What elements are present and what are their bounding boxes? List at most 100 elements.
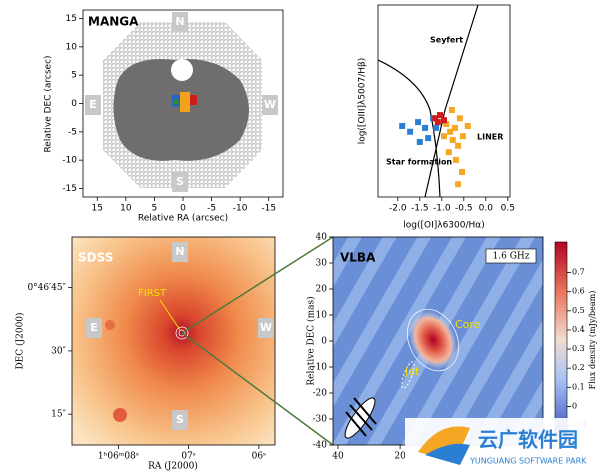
annotation: Core <box>455 318 481 331</box>
compass-label: N <box>175 245 184 258</box>
point <box>415 119 422 126</box>
panel-title: SDSS <box>78 251 113 265</box>
x-tick-label: 0.5 <box>501 204 515 214</box>
y-tick-label: -10 <box>62 156 77 166</box>
y-tick-label: 0 <box>71 99 77 109</box>
y-axis-label: Relative DEC (mas) <box>306 296 317 385</box>
x-tick-label: 10 <box>120 204 132 214</box>
annotation: Star formation <box>386 158 452 167</box>
annotation: LINER <box>477 133 503 142</box>
point <box>434 119 441 126</box>
point <box>452 124 458 131</box>
point <box>449 137 456 144</box>
point <box>437 112 444 119</box>
x-tick-label: -1.0 <box>433 204 451 214</box>
y-tick-label: 5 <box>71 71 77 81</box>
x-tick-label: -2.0 <box>389 204 407 214</box>
y-tick-label: -20 <box>313 389 328 399</box>
point <box>399 122 406 129</box>
compass-label: E <box>89 98 97 111</box>
point <box>425 135 432 142</box>
y-tick-label: 15 <box>66 14 77 24</box>
colorbar-tick-label: 0.4 <box>572 325 585 334</box>
point <box>422 124 429 131</box>
y-tick-label: 0°46′45″ <box>27 283 66 293</box>
x-tick-label: -1.5 <box>411 204 429 214</box>
y-axis-label: DEC (J2000) <box>15 312 26 369</box>
compass-label: W <box>260 321 272 334</box>
y-tick-label: 30″ <box>51 346 66 356</box>
manga-panel: MANGA N S E W Relative RA (arcsec) Relat… <box>44 9 284 224</box>
point <box>464 122 471 129</box>
x-tick-label: -5 <box>207 204 216 214</box>
colorbar-tick-label: 0.5 <box>572 306 585 315</box>
y-tick-label: -5 <box>68 127 77 137</box>
bpt-panel: Seyfert LINER Star formation log([OI]λ63… <box>358 4 511 231</box>
point <box>456 115 463 122</box>
point <box>443 121 450 128</box>
x-tick-label: 0.0 <box>479 204 494 214</box>
point <box>448 106 455 113</box>
point <box>407 128 414 135</box>
vlba-panel: VLBA 1.6 GHz Core Jet Relative DEC (mas)… <box>306 236 597 446</box>
x-tick-label: 5 <box>152 204 158 214</box>
colorbar-label: Flux density (mJy/beam) <box>588 291 597 390</box>
y-axis-label: Relative DEC (arcsec) <box>44 55 54 152</box>
colorbar-tick-label: 0 <box>572 401 577 410</box>
compass-label: N <box>175 15 184 28</box>
y-tick-label: 20 <box>316 285 328 295</box>
x-tick-label: -15 <box>261 204 276 214</box>
x-axis-label: RA (J2000) <box>148 461 198 472</box>
annotation: 1.6 GHz <box>493 252 530 262</box>
y-tick-label: -15 <box>62 184 77 194</box>
point <box>447 128 454 135</box>
annotation: Jet <box>404 365 420 378</box>
y-tick-label: 30 <box>316 259 328 269</box>
y-axis-label: log([OIII]λ5007/Hβ) <box>358 58 368 145</box>
y-tick-label: 15″ <box>51 410 66 420</box>
x-axis-label: Relative RA (arcsec) <box>138 214 228 224</box>
point <box>441 133 447 140</box>
annotation: Seyfert <box>430 36 463 45</box>
colorbar-tick-label: 0.3 <box>572 344 585 353</box>
colorbar-tick-label: 0.2 <box>572 363 585 372</box>
annotation: FIRST <box>138 288 167 299</box>
sdss-panel: FIRST SDSS N S E W RA (J2000) DEC (J2000… <box>15 236 276 472</box>
x-tick-label: 20 <box>394 452 406 462</box>
point <box>441 117 447 124</box>
compass-label: W <box>264 98 276 111</box>
watermark: 云广软件园 YUNGUANG SOFTWARE PARK <box>405 418 600 472</box>
x-tick-label: 06ˢ <box>252 452 266 462</box>
colorbar-tick-label: 0.7 <box>572 268 585 277</box>
compass-label: S <box>176 175 184 188</box>
watermark-subtitle: YUNGUANG SOFTWARE PARK <box>469 457 587 466</box>
x-tick-label: 40 <box>332 452 344 462</box>
y-tick-label: 10 <box>66 42 78 52</box>
panel-title: MANGA <box>88 15 139 29</box>
x-tick-label: 0 <box>180 204 186 214</box>
point <box>455 142 462 149</box>
panel-title: VLBA <box>340 251 376 265</box>
y-tick-label: 40 <box>316 233 328 243</box>
point <box>459 133 466 140</box>
y-tick-label: -10 <box>313 363 328 373</box>
compass-label: E <box>90 321 98 334</box>
point <box>455 181 462 188</box>
watermark-title: 云广软件园 <box>478 428 578 452</box>
y-tick-label: -30 <box>313 415 328 425</box>
point <box>452 156 459 163</box>
x-tick-label: 1ʰ06ᵐ08ˢ <box>98 452 139 462</box>
point <box>459 169 466 176</box>
colorbar-tick-label: 0.6 <box>572 287 585 296</box>
point <box>432 115 439 122</box>
point <box>433 124 440 131</box>
y-tick-label: -40 <box>313 441 328 451</box>
x-tick-label: -0.5 <box>455 204 473 214</box>
x-tick-label: 15 <box>92 204 103 214</box>
x-tick-label: 07ˢ <box>181 452 195 462</box>
point <box>445 149 452 156</box>
y-tick-label: 10 <box>316 311 328 321</box>
x-axis-label: log([OI]λ6300/Hα) <box>403 221 484 231</box>
point <box>416 138 423 145</box>
